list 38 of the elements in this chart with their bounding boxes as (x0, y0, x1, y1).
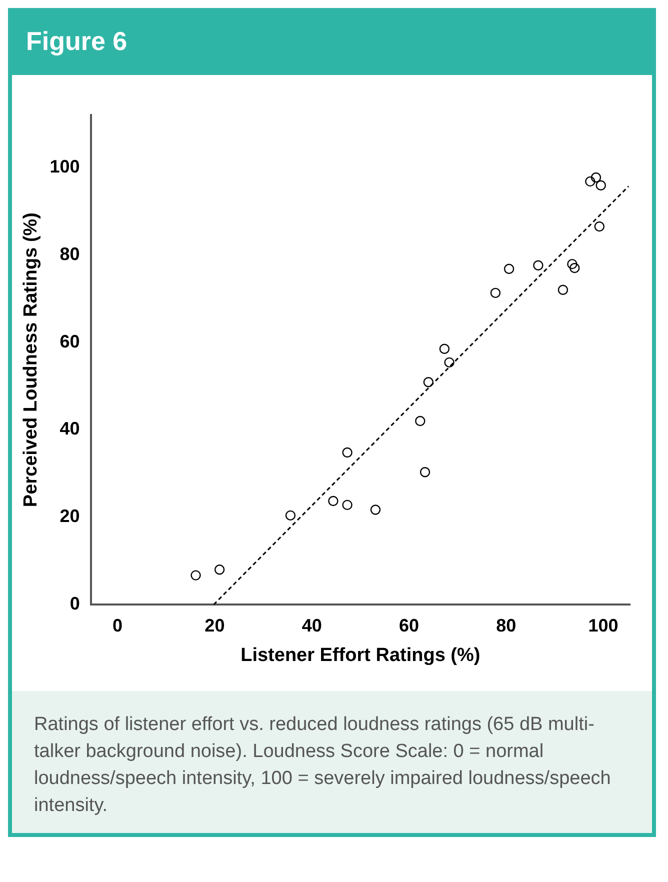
y-axis-title: Perceived Loudness Ratings (%) (20, 212, 42, 508)
x-tick-label: 20 (204, 615, 225, 636)
point (439, 344, 450, 354)
point (490, 288, 501, 298)
point (596, 180, 606, 190)
x-tick-label: 60 (398, 615, 420, 636)
y-tick-label: 60 (60, 331, 80, 352)
point (342, 500, 352, 510)
y-tick-label: 40 (60, 418, 80, 439)
point (558, 284, 568, 295)
point (567, 258, 578, 270)
point (585, 176, 596, 187)
x-tick-label: 40 (302, 615, 322, 636)
y-tick-label: 100 (50, 156, 80, 176)
point (533, 260, 544, 270)
point (370, 504, 381, 515)
y-tick-label: 0 (70, 594, 80, 614)
point (594, 221, 604, 232)
x-tick-label: 0 (112, 615, 123, 636)
point (328, 496, 338, 506)
text: Ratings of listener effort vs. reduced loudness ratings (65 dB multi-talker background noise). Loudness Score Scale: 0 = normal loudness/speech intensity, 100 = severely impaired loudness/speech intensity. (12, 691, 652, 833)
point (504, 264, 514, 274)
point (190, 570, 201, 580)
x-axis-title: Listener Effort Ratings (%) (240, 644, 480, 666)
point (590, 172, 602, 183)
y-tick-label: 80 (60, 244, 80, 264)
point (342, 447, 352, 458)
point (415, 416, 426, 426)
point (423, 376, 434, 388)
point (420, 467, 430, 478)
x-tick-label: 80 (496, 615, 516, 636)
chart-title: Figure 6 (12, 12, 652, 75)
x-tick-label: 100 (588, 615, 618, 636)
point (444, 357, 454, 368)
point (214, 564, 225, 575)
y-tick-label: 20 (60, 506, 80, 526)
point (570, 262, 580, 274)
point (285, 510, 296, 521)
